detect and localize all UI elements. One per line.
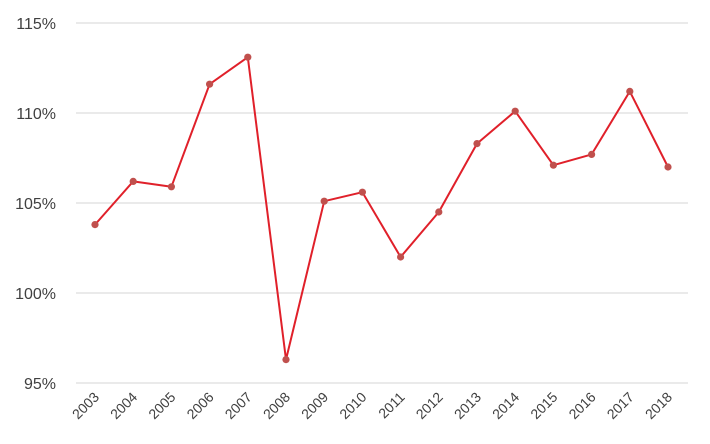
y-tick-label: 110% xyxy=(16,106,56,123)
x-tick-label: 2018 xyxy=(642,389,675,422)
data-point xyxy=(664,163,672,171)
x-tick-label: 2017 xyxy=(604,389,637,422)
x-tick-label: 2011 xyxy=(375,389,408,422)
data-point xyxy=(244,53,252,61)
data-point xyxy=(588,150,596,158)
y-tick-label: 105% xyxy=(15,196,56,213)
x-tick-label: 2004 xyxy=(107,389,140,422)
data-point xyxy=(397,253,405,261)
data-point xyxy=(167,183,175,191)
data-point xyxy=(282,356,290,364)
series-points xyxy=(91,53,672,364)
data-point xyxy=(320,197,328,205)
y-axis-tick-labels: 95% 100% 105% 110% 115% xyxy=(15,16,56,393)
data-point xyxy=(549,161,558,169)
data-point xyxy=(206,80,214,88)
y-tick-label: 100% xyxy=(15,286,56,303)
x-tick-label: 2003 xyxy=(69,389,102,422)
data-point xyxy=(358,188,366,196)
data-point xyxy=(511,107,519,115)
x-tick-label: 2013 xyxy=(451,389,484,422)
x-tick-label: 2014 xyxy=(489,389,522,422)
x-tick-label: 2005 xyxy=(145,389,178,422)
series-line xyxy=(94,56,669,361)
x-tick-label: 2015 xyxy=(527,389,560,422)
data-point xyxy=(91,221,99,229)
x-axis-tick-labels: 2003 2004 2005 2006 2007 2008 2009 2010 2011 2012… xyxy=(69,389,675,422)
x-tick-label: 2007 xyxy=(222,389,255,422)
x-tick-label: 2008 xyxy=(260,389,293,422)
data-point xyxy=(129,177,137,185)
data-point xyxy=(435,208,443,216)
x-tick-label: 2010 xyxy=(336,389,369,422)
x-tick-label: 2009 xyxy=(298,389,331,422)
data-point xyxy=(626,87,634,95)
gridlines xyxy=(76,22,688,384)
y-tick-label: 95% xyxy=(24,376,56,393)
data-point xyxy=(473,140,481,148)
y-tick-label: 115% xyxy=(16,16,56,33)
series-line-path xyxy=(94,56,669,361)
x-tick-label: 2006 xyxy=(183,389,216,422)
x-tick-label: 2012 xyxy=(413,389,446,422)
x-tick-label: 2016 xyxy=(565,389,598,422)
